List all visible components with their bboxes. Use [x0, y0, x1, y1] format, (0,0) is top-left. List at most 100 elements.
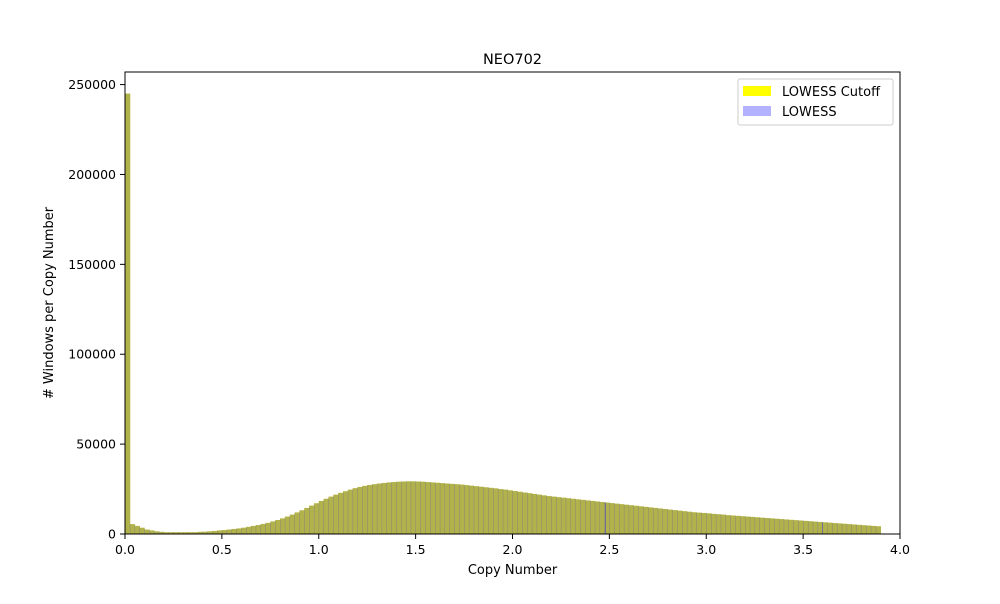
histogram-bar — [783, 519, 789, 534]
histogram-bar — [391, 482, 397, 534]
histogram-bar — [420, 481, 426, 534]
histogram-bar — [725, 515, 731, 534]
histogram-bar — [861, 525, 867, 534]
histogram-bar — [197, 531, 203, 534]
legend-label-lowess: LOWESS — [782, 105, 837, 120]
y-tick-label: 150000 — [68, 257, 116, 272]
histogram-bar — [149, 530, 155, 534]
histogram-bar — [304, 507, 310, 534]
histogram-bar — [294, 512, 300, 534]
histogram-bar — [846, 524, 852, 534]
histogram-bar — [522, 492, 528, 534]
histogram-bar — [338, 492, 344, 534]
histogram-bar — [473, 486, 479, 534]
histogram-bar — [338, 492, 344, 534]
histogram-bar — [812, 521, 819, 534]
histogram-bar — [129, 524, 136, 534]
histogram-bar — [832, 523, 838, 534]
histogram-bar — [788, 519, 794, 534]
histogram-bar — [207, 531, 213, 534]
histogram-bar — [318, 500, 324, 534]
histogram-bar — [183, 532, 189, 534]
series-2 — [125, 93, 882, 534]
histogram-bar — [125, 93, 131, 534]
y-axis: 0 50000 100000 150000 200000 250000 — [68, 77, 125, 542]
histogram-bar — [565, 498, 572, 534]
bars-layer — [125, 93, 882, 534]
legend-label-lowess-cutoff: LOWESS Cutoff — [782, 85, 881, 100]
x-tick-label: 4.0 — [890, 542, 910, 557]
histogram-bar — [740, 516, 746, 534]
histogram-bar — [459, 484, 465, 534]
histogram-bar — [672, 510, 678, 534]
histogram-bar — [415, 481, 421, 534]
histogram-bar — [154, 531, 160, 534]
histogram-bar — [376, 483, 383, 534]
histogram-bar — [488, 487, 494, 534]
histogram-bar — [735, 515, 741, 534]
histogram-bar — [270, 521, 276, 534]
histogram-bar — [464, 485, 470, 534]
histogram-bar — [246, 526, 252, 534]
histogram-bar — [696, 512, 702, 534]
histogram-bar — [468, 485, 475, 534]
histogram-bar — [483, 487, 489, 534]
histogram-bar — [686, 511, 693, 534]
histogram-bar — [527, 493, 533, 534]
y-tick-label: 100000 — [68, 347, 116, 362]
histogram-bar — [551, 496, 557, 534]
histogram-bar — [749, 516, 756, 534]
histogram-bar — [701, 512, 707, 534]
histogram-bar — [212, 530, 218, 534]
histogram-bar — [837, 523, 843, 534]
x-tick-label: 2.5 — [599, 542, 619, 557]
histogram-bar — [614, 503, 620, 534]
histogram-bar — [870, 525, 877, 534]
histogram-bar — [464, 485, 470, 534]
histogram-bar — [144, 529, 150, 534]
histogram-bar — [381, 482, 387, 534]
x-tick-label: 3.5 — [793, 542, 813, 557]
histogram-bar — [638, 506, 644, 534]
histogram-bar — [798, 520, 804, 534]
histogram-bar — [585, 500, 591, 534]
histogram-bar — [309, 505, 315, 534]
histogram-bar — [405, 481, 412, 534]
histogram-bar — [657, 508, 664, 534]
histogram-bar — [648, 507, 654, 534]
histogram-bar — [541, 495, 547, 534]
histogram-bar — [173, 532, 179, 534]
histogram-bar — [260, 523, 266, 534]
histogram-bar — [250, 525, 257, 534]
histogram-bar — [444, 483, 450, 534]
histogram-bar — [648, 507, 654, 534]
histogram-bar — [822, 522, 828, 534]
histogram-bar — [284, 516, 291, 534]
y-tick-label: 0 — [108, 527, 116, 542]
histogram-bar — [614, 503, 620, 534]
histogram-bar — [638, 506, 644, 534]
histogram-bar — [236, 528, 242, 534]
histogram-bar — [502, 489, 509, 534]
histogram-bar — [241, 527, 247, 534]
histogram-bar — [342, 491, 349, 534]
histogram-bar — [633, 505, 639, 534]
histogram-bar — [391, 482, 397, 534]
histogram-bar — [662, 509, 668, 534]
histogram-bar — [221, 530, 228, 534]
histogram-bar — [483, 487, 489, 534]
histogram-bar — [255, 525, 262, 534]
histogram-bar — [304, 507, 310, 534]
histogram-bar — [328, 496, 334, 534]
histogram-bar — [541, 495, 547, 534]
histogram-bar — [231, 528, 237, 534]
histogram-bar — [154, 531, 160, 534]
histogram-bar — [866, 525, 872, 534]
histogram-bar — [280, 518, 286, 534]
histogram-bar — [187, 532, 194, 534]
histogram-bar — [778, 519, 785, 534]
y-axis-label: # Windows per Copy Number — [42, 206, 57, 399]
histogram-bar — [507, 490, 513, 534]
